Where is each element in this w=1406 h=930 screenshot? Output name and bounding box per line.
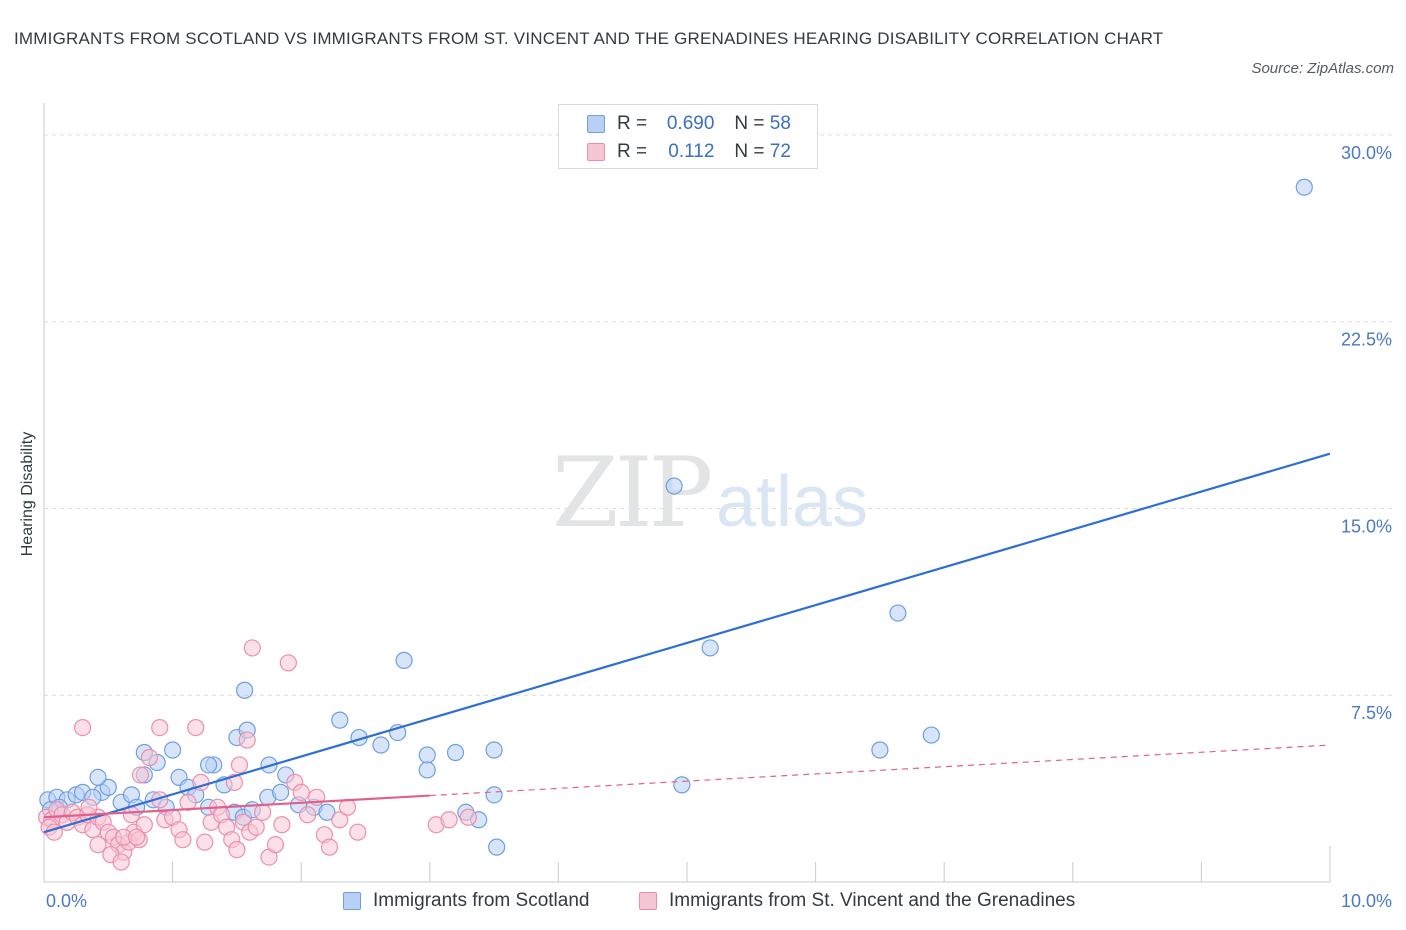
- scotland-point: [418, 761, 436, 779]
- stvincent-point: [151, 719, 169, 737]
- bottom-legend-stvincent: Immigrants from St. Vincent and the Gren…: [639, 888, 1075, 914]
- stvincent-trend-line-projection: [429, 744, 1331, 797]
- scotland-point: [1295, 178, 1313, 196]
- data-points: [37, 178, 1313, 871]
- legend-n-value: 58: [769, 113, 791, 134]
- stvincent-point: [196, 833, 214, 851]
- chart-title: IMMIGRANTS FROM SCOTLAND VS IMMIGRANTS F…: [14, 29, 1164, 48]
- scotland-point: [395, 651, 413, 669]
- scotland-point: [318, 803, 336, 821]
- stvincent-point: [273, 816, 291, 834]
- legend-r-label: R =: [617, 141, 648, 162]
- stvincent-point: [140, 748, 159, 767]
- stvincent-point: [174, 831, 192, 849]
- legend-n-label: N =: [734, 141, 765, 162]
- stvincent-point: [331, 811, 349, 829]
- stvincent-point: [80, 798, 98, 816]
- bottom-legend-label: Immigrants from Scotland: [373, 890, 590, 911]
- stvincent-point: [459, 808, 477, 826]
- scotland-point: [236, 681, 254, 699]
- watermark-atlas: atlas: [716, 462, 868, 542]
- y-tick-label: 22.5%: [1341, 330, 1392, 350]
- scotland-point: [665, 477, 683, 495]
- stvincent-point: [299, 806, 317, 824]
- scotland-point: [164, 741, 182, 759]
- stvincent-point: [230, 756, 249, 774]
- scotland-point: [272, 783, 290, 801]
- legend-swatch-pink: [587, 143, 605, 161]
- scotland-point: [889, 604, 907, 622]
- stvincent-point: [320, 838, 339, 856]
- legend-r-value: 0.112: [668, 141, 715, 162]
- legend-r-value: 0.690: [666, 113, 715, 134]
- gridlines: [44, 134, 1392, 696]
- tick-labels: 7.5% 15.0% 22.5% 30.0% 0.0% 10.0%: [46, 143, 1392, 911]
- scotland-point: [922, 726, 940, 744]
- y-tick-label: 30.0%: [1341, 143, 1392, 163]
- y-tick-label: 15.0%: [1341, 516, 1392, 536]
- watermark-zip: ZIP: [552, 437, 711, 549]
- stats-legend: R = 0.690 N = 58 R = 0.112 N = 72: [558, 104, 818, 169]
- legend-swatch-blue: [587, 115, 605, 133]
- stvincent-point: [349, 823, 367, 841]
- stvincent-point: [243, 639, 261, 657]
- stvincent-point: [112, 853, 130, 871]
- stvincent-point: [279, 654, 297, 672]
- x-tick-label: 10.0%: [1341, 891, 1392, 911]
- legend-n-label: N =: [734, 113, 765, 134]
- legend-n-value: 72: [769, 141, 791, 162]
- stvincent-trend-line: [43, 794, 430, 819]
- scotland-point: [701, 639, 719, 657]
- stvincent-point: [338, 798, 357, 816]
- scotland-trend-line: [43, 452, 1331, 834]
- stvincent-point: [179, 793, 197, 811]
- legend-row-stvincent: R = 0.112 N = 72: [587, 140, 791, 164]
- x-tick-label: 0.0%: [46, 891, 87, 911]
- scotland-point: [89, 768, 107, 787]
- axes: [43, 103, 1331, 883]
- stvincent-point: [127, 828, 146, 846]
- stvincent-point: [73, 719, 92, 737]
- bottom-legend-swatch-pink: [639, 892, 657, 910]
- bottom-legend-scotland: Immigrants from Scotland: [343, 888, 589, 914]
- scotland-point: [673, 776, 691, 794]
- y-tick-label: 7.5%: [1351, 703, 1392, 723]
- watermark: ZIP atlas: [552, 437, 868, 549]
- stvincent-point: [187, 719, 205, 737]
- stvincent-point: [228, 841, 246, 859]
- stvincent-point: [135, 816, 153, 834]
- stvincent-point: [292, 783, 310, 801]
- stvincent-point: [266, 836, 285, 854]
- legend-r-label: R =: [617, 113, 648, 134]
- stvincent-point: [238, 731, 256, 749]
- scotland-point: [446, 743, 465, 762]
- trend-lines: [43, 452, 1331, 834]
- stvincent-point: [254, 803, 272, 821]
- stvincent-point: [247, 818, 265, 836]
- stvincent-point: [89, 836, 107, 854]
- scotland-point: [331, 711, 349, 729]
- stvincent-point: [440, 811, 458, 829]
- source-label: Source: ZipAtlas.com: [1251, 60, 1394, 77]
- legend-row-scotland: R = 0.690 N = 58: [587, 112, 791, 136]
- bottom-legend-label: Immigrants from St. Vincent and the Gren…: [669, 890, 1076, 911]
- bottom-legend-swatch-blue: [343, 892, 361, 910]
- scotland-point: [485, 741, 503, 759]
- stvincent-point: [131, 766, 150, 784]
- scotland-point: [99, 778, 117, 796]
- scotland-point: [488, 838, 506, 856]
- scotland-point: [871, 741, 889, 759]
- scotland-point: [485, 786, 503, 804]
- scotland-point: [372, 736, 390, 754]
- scotland-point: [418, 746, 436, 764]
- scotland-point: [200, 756, 218, 774]
